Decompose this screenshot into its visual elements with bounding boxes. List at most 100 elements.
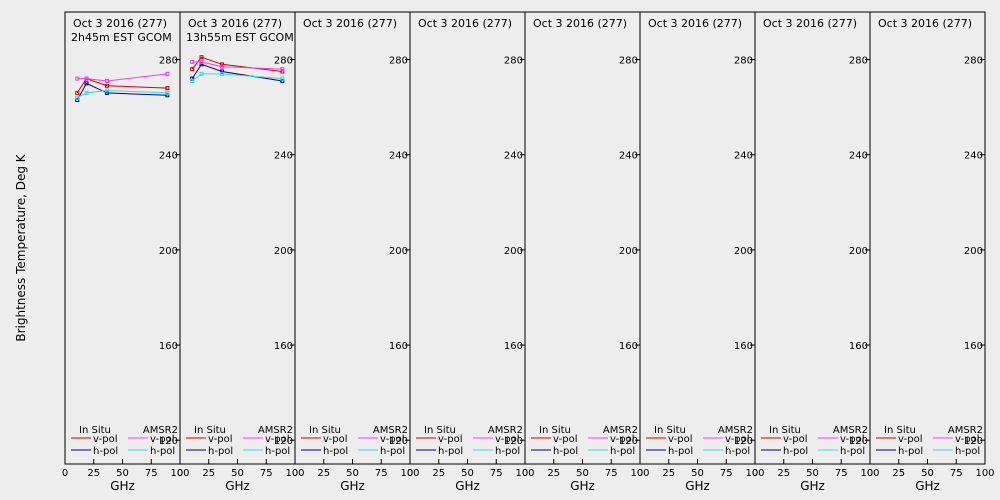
legend-label-insitu-v: v-pol	[323, 434, 348, 445]
y-tick-label: 200	[389, 246, 408, 257]
legend-header-amsr2: AMSR2	[948, 425, 983, 436]
data-point	[104, 78, 109, 83]
data-point	[219, 62, 224, 67]
data-point	[219, 69, 224, 74]
x-tick-label: 0	[637, 468, 643, 479]
x-axis-label: GHz	[340, 479, 365, 493]
legend-label-amsr2-v: v-pol	[380, 434, 405, 445]
panel-title: Oct 3 2016 (277)	[73, 17, 167, 30]
y-tick-label: 160	[734, 341, 753, 352]
legend-label-insitu-h: h-pol	[783, 446, 808, 457]
data-point	[280, 78, 285, 83]
legend-header-amsr2: AMSR2	[143, 425, 178, 436]
panel-title: Oct 3 2016 (277)	[878, 17, 972, 30]
legend-header-insitu: In Situ	[309, 425, 341, 436]
data-point	[199, 55, 204, 60]
x-tick-label: 75	[490, 468, 503, 479]
y-tick-label: 200	[734, 246, 753, 257]
data-point	[190, 78, 195, 83]
legend-header-insitu: In Situ	[539, 425, 571, 436]
y-tick-label: 160	[849, 341, 868, 352]
data-point	[165, 71, 170, 76]
data-point	[104, 83, 109, 88]
legend-label-insitu-h: h-pol	[93, 446, 118, 457]
data-point	[84, 90, 89, 95]
x-tick-label: 0	[292, 468, 298, 479]
y-tick-label: 240	[619, 151, 638, 162]
legend-header-amsr2: AMSR2	[258, 425, 293, 436]
series-line	[77, 73, 168, 82]
legend-header-amsr2: AMSR2	[373, 425, 408, 436]
data-point	[84, 76, 89, 81]
y-tick-label: 280	[619, 56, 638, 67]
legend-label-insitu-v: v-pol	[668, 434, 693, 445]
y-tick-label: 280	[504, 56, 523, 67]
chart-panel-1: Oct 3 2016 (277)2h45m EST GCOM 120 160 200 2…	[62, 11, 190, 493]
series-line	[76, 82, 168, 101]
data-point	[199, 59, 204, 64]
x-tick-label: 25	[317, 468, 330, 479]
data-point	[190, 76, 195, 81]
x-tick-label: 100	[975, 468, 994, 479]
legend-label-amsr2-v: v-pol	[610, 434, 635, 445]
series-line	[191, 73, 283, 82]
x-axis-label: GHz	[570, 479, 595, 493]
x-tick-label: 50	[461, 468, 474, 479]
data-point	[219, 64, 224, 69]
x-tick-label: 50	[921, 468, 934, 479]
x-axis-label: GHz	[800, 479, 825, 493]
legend-header-amsr2: AMSR2	[718, 425, 753, 436]
x-tick-label: 50	[576, 468, 589, 479]
x-tick-label: 25	[777, 468, 790, 479]
x-tick-label: 100	[745, 468, 764, 479]
chart-panel-4: Oct 3 2016 (277) 120 160 200 240 280 0 25 50 75 10…	[407, 11, 535, 493]
legend-label-amsr2-v: v-pol	[150, 434, 175, 445]
legend-header-insitu: In Situ	[194, 425, 226, 436]
y-tick-label: 240	[504, 151, 523, 162]
chart-panel-2: Oct 3 2016 (277)13h55m EST GCOM 120 160 200…	[177, 11, 305, 493]
series-line	[76, 89, 168, 99]
legend-label-insitu-h: h-pol	[323, 446, 348, 457]
legend-label-amsr2-h: h-pol	[725, 446, 750, 457]
x-tick-label: 0	[522, 468, 528, 479]
legend-label-amsr2-h: h-pol	[380, 446, 405, 457]
legend-label-insitu-v: v-pol	[553, 434, 578, 445]
panel-title: Oct 3 2016 (277)	[648, 17, 742, 30]
x-tick-label: 0	[867, 468, 873, 479]
series-amsr2-h	[75, 88, 170, 100]
legend-label-amsr2-v: v-pol	[725, 434, 750, 445]
y-tick-label: 280	[964, 56, 983, 67]
legend-header-insitu: In Situ	[79, 425, 111, 436]
x-tick-label: 25	[892, 468, 905, 479]
legend-label-amsr2-h: h-pol	[150, 446, 175, 457]
legend-header-insitu: In Situ	[769, 425, 801, 436]
data-point	[165, 90, 170, 95]
legend-label-insitu-v: v-pol	[208, 434, 233, 445]
legend-label-amsr2-v: v-pol	[955, 434, 980, 445]
x-tick-label: 0	[407, 468, 413, 479]
x-tick-label: 75	[720, 468, 733, 479]
y-tick-label: 200	[504, 246, 523, 257]
x-tick-label: 100	[630, 468, 649, 479]
y-tick-label: 280	[274, 56, 293, 67]
x-tick-label: 50	[231, 468, 244, 479]
data-point	[75, 76, 80, 81]
x-axis-label: GHz	[110, 479, 135, 493]
x-tick-label: 25	[87, 468, 100, 479]
legend-label-insitu-h: h-pol	[438, 446, 463, 457]
legend-label-amsr2-v: v-pol	[495, 434, 520, 445]
x-axis-label: GHz	[225, 479, 250, 493]
y-tick-label: 240	[159, 151, 178, 162]
y-tick-label: 160	[274, 341, 293, 352]
chart-panel-5: Oct 3 2016 (277) 120 160 200 240 280 0 25 50 75 10…	[522, 11, 650, 493]
x-tick-label: 0	[62, 468, 68, 479]
y-tick-label: 200	[274, 246, 293, 257]
panel-title: Oct 3 2016 (277)	[418, 17, 512, 30]
y-tick-label: 160	[964, 341, 983, 352]
data-point	[280, 76, 285, 81]
legend-label-insitu-v: v-pol	[898, 434, 923, 445]
